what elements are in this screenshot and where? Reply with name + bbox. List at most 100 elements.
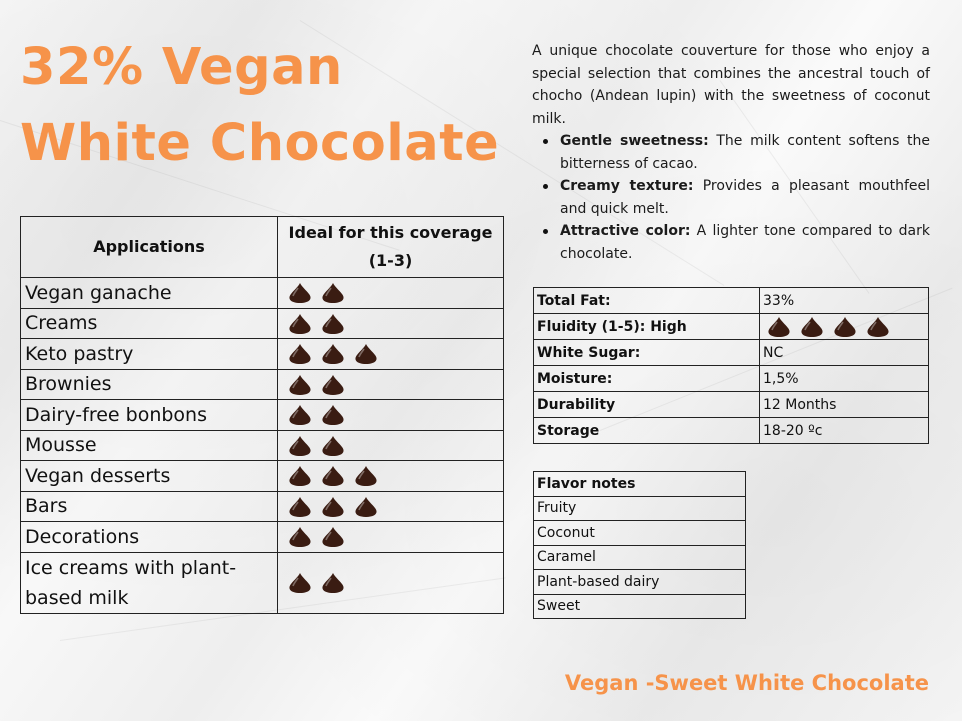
title-line-2: White Chocolate: [20, 114, 500, 173]
table-row: Storage 18-20 ºc: [533, 417, 929, 444]
spec-value: [759, 313, 929, 340]
flavor-note: Coconut: [533, 520, 746, 546]
feature-text: Provides a pleasant mouthfeel and quick …: [560, 178, 930, 217]
flavor-note: Sweet: [533, 593, 746, 619]
application-rating: [277, 368, 504, 400]
application-name: Dairy-free bonbons: [20, 399, 278, 431]
flavor-notes-header: Flavor notes: [533, 471, 746, 497]
spec-value: 33%: [759, 287, 929, 314]
application-name: Brownies: [20, 368, 278, 400]
chocolate-drop-icon: [355, 344, 377, 364]
chocolate-drop-icon: [289, 405, 311, 425]
application-rating: [277, 490, 504, 522]
feature-label: Attractive color:: [560, 223, 691, 239]
application-name: Bars: [20, 490, 278, 522]
chocolate-drop-icon: [289, 496, 311, 517]
table-row: Caramel: [533, 544, 746, 570]
chocolate-drop-icon: [289, 435, 311, 456]
chocolate-drop-icon: [322, 313, 344, 334]
flavor-note: Caramel: [533, 544, 746, 570]
flavor-note: Fruity: [533, 495, 746, 521]
table-row: Bars: [20, 490, 504, 522]
feature-text: The milk content softens the bitterness …: [560, 133, 931, 172]
application-rating: [277, 307, 504, 339]
flavor-note: Plant-based dairy: [533, 569, 746, 595]
table-row: White Sugar: NC: [533, 339, 929, 366]
spec-value: NC: [759, 339, 929, 366]
application-name: Decorations: [20, 521, 278, 553]
spec-value: 1,5%: [759, 365, 929, 392]
table-row: Fruity: [533, 495, 746, 521]
application-name: Ice creams with plant-based milk: [20, 551, 278, 614]
feature-label: Creamy texture:: [560, 178, 694, 194]
table-row: Vegan ganache: [20, 277, 504, 309]
applications-table: Applications Ideal for this coverage (1-…: [20, 216, 504, 614]
application-rating: [277, 429, 504, 461]
spec-key: Storage: [533, 417, 760, 444]
table-row: Coconut: [533, 520, 746, 546]
chocolate-drop-icon: [768, 316, 790, 337]
feature-item: Creamy texture: Provides a pleasant mout…: [543, 175, 930, 220]
table-row: Keto pastry: [20, 338, 504, 370]
title-line-1: 32% Vegan: [20, 38, 343, 97]
chocolate-drop-icon: [322, 283, 344, 303]
spec-value: 12 Months: [759, 391, 929, 418]
feature-label: Gentle sweetness:: [560, 133, 709, 149]
chocolate-drop-icon: [801, 316, 823, 337]
application-rating: [277, 338, 504, 370]
table-row: Decorations: [20, 521, 504, 553]
chocolate-drop-icon: [289, 527, 311, 547]
feature-text: A lighter tone compared to dark chocolat…: [560, 223, 930, 262]
chocolate-drop-icon: [289, 466, 311, 486]
chocolate-drop-icon: [355, 496, 377, 517]
chocolate-drop-icon: [322, 344, 344, 364]
chocolate-drop-icon: [322, 527, 344, 547]
chocolate-drop-icon: [867, 316, 889, 337]
application-rating: [277, 399, 504, 431]
feature-list: Gentle sweetness: The milk content softe…: [543, 130, 931, 265]
application-rating: [277, 551, 504, 614]
chocolate-drop-icon: [322, 374, 344, 395]
application-rating: [277, 277, 504, 309]
feature-item: Attractive color: A lighter tone compare…: [543, 220, 930, 265]
page-title: 32% Vegan White Chocolate: [20, 30, 510, 182]
chocolate-drop-icon: [322, 496, 344, 517]
ideal-header: Ideal for this coverage (1-3): [277, 216, 504, 278]
chocolate-drop-icon: [289, 344, 311, 364]
chocolate-drop-icon: [834, 316, 856, 337]
spec-key: Durability: [533, 391, 760, 418]
application-name: Vegan desserts: [20, 460, 278, 492]
spec-value: 18-20 ºc: [759, 417, 929, 444]
application-name: Mousse: [20, 429, 278, 461]
application-name: Keto pastry: [20, 338, 278, 370]
application-name: Creams: [20, 307, 278, 339]
application-rating: [277, 460, 504, 492]
chocolate-drop-icon: [322, 466, 344, 486]
table-row: Vegan desserts: [20, 460, 504, 492]
chocolate-drop-icon: [322, 405, 344, 425]
table-header-row: Applications Ideal for this coverage (1-…: [20, 216, 504, 278]
table-row: Moisture: 1,5%: [533, 365, 929, 392]
spec-key: Moisture:: [533, 365, 760, 392]
table-row: Brownies: [20, 368, 504, 400]
table-row: Total Fat: 33%: [533, 287, 929, 314]
spec-key: Total Fat:: [533, 287, 760, 314]
feature-item: Gentle sweetness: The milk content softe…: [543, 130, 931, 175]
chocolate-drop-icon: [355, 466, 377, 486]
table-row: Flavor notes: [533, 471, 746, 497]
table-row: Sweet: [533, 593, 746, 619]
table-row: Durability 12 Months: [533, 391, 929, 418]
table-row: Ice creams with plant-based milk: [20, 551, 504, 614]
flavor-notes-table: Flavor notes Fruity Coconut Caramel Plant-b…: [533, 471, 746, 619]
product-description: A unique chocolate couverture for those …: [532, 43, 930, 127]
application-rating: [277, 521, 504, 553]
table-row: Mousse: [20, 429, 504, 461]
table-row: Dairy-free bonbons: [20, 399, 504, 431]
chocolate-drop-icon: [322, 435, 344, 456]
chocolate-drop-icon: [289, 283, 311, 303]
chocolate-drop-icon: [289, 572, 311, 593]
spec-key: White Sugar:: [533, 339, 760, 366]
applications-header: Applications: [20, 216, 278, 278]
table-row: Plant-based dairy: [533, 569, 746, 595]
chocolate-drop-icon: [289, 374, 311, 395]
